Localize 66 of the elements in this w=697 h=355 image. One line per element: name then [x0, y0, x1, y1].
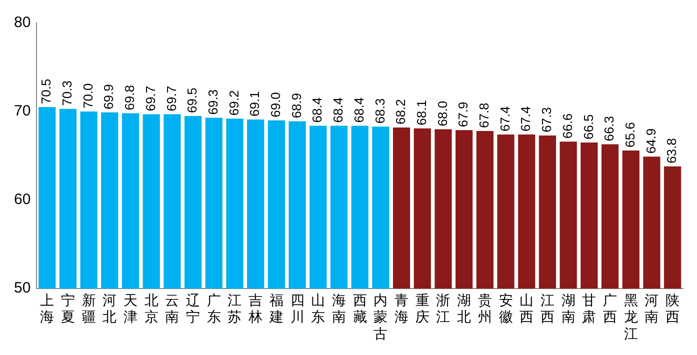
- x-tick-label: 河北: [102, 292, 117, 325]
- x-tick-label: 四川: [290, 292, 304, 325]
- data-label: 67.8: [476, 102, 492, 128]
- x-tick-label: 江西: [540, 292, 554, 325]
- data-label: 65.6: [622, 122, 638, 148]
- data-label: 69.7: [142, 86, 158, 112]
- data-label: 67.4: [518, 106, 534, 132]
- data-label: 63.8: [664, 138, 680, 164]
- y-tick-label: 60: [14, 191, 31, 208]
- data-label: 67.4: [497, 106, 512, 132]
- x-tick-label: 内蒙古: [374, 292, 388, 342]
- x-tick-label: 广东: [206, 292, 221, 325]
- x-tick-label: 青海: [394, 292, 409, 325]
- data-label: 70.3: [60, 80, 75, 106]
- data-label: 68.3: [372, 98, 388, 124]
- x-tick-label: 山东: [311, 292, 326, 325]
- y-tick-label: 70: [14, 102, 31, 120]
- x-tick-label: 浙江: [436, 292, 450, 325]
- x-tick-label: 西藏: [352, 292, 367, 325]
- data-label: 70.5: [38, 78, 54, 104]
- x-tick-label: 云南: [165, 292, 180, 325]
- data-label: 67.3: [539, 107, 554, 132]
- x-tick-label: 广西: [603, 292, 618, 325]
- data-label: 66.3: [602, 116, 617, 142]
- data-label: 70.0: [80, 83, 96, 109]
- x-tick-label: 江苏: [228, 292, 242, 325]
- x-tick-label: 宁夏: [60, 292, 75, 325]
- x-tick-label: 黑龙江: [624, 292, 638, 342]
- data-label: 64.9: [643, 128, 658, 154]
- data-label: 66.6: [560, 113, 575, 139]
- x-tick-label: 贵州: [478, 292, 492, 325]
- x-tick-label: 北京: [144, 292, 158, 325]
- x-tick-label: 湖北: [457, 292, 472, 325]
- x-tick-label: 吉林: [248, 292, 263, 325]
- x-tick-label: 辽宁: [186, 292, 200, 325]
- x-tick-label: 海南: [332, 292, 346, 325]
- data-label: 69.1: [247, 91, 262, 116]
- x-tick-label: 福建: [268, 292, 284, 325]
- data-label: 69.7: [164, 86, 179, 112]
- data-label: 68.9: [288, 92, 304, 118]
- x-tick-label: 山西: [520, 292, 534, 325]
- data-label: 68.4: [351, 97, 366, 123]
- x-tick-label: 甘肃: [582, 292, 596, 325]
- data-label: 69.9: [101, 84, 116, 110]
- x-tick-label: 安徽: [498, 292, 513, 325]
- x-tick-label: 河南: [644, 292, 659, 325]
- data-label: 69.3: [205, 89, 220, 115]
- data-label: 68.4: [330, 97, 346, 123]
- data-label: 68.0: [434, 100, 450, 126]
- data-label: 69.8: [122, 84, 138, 110]
- data-label: 68.1: [414, 100, 429, 126]
- y-tick-label: 50: [14, 280, 31, 297]
- x-tick-label: 上海: [40, 292, 54, 325]
- data-label: 69.5: [184, 88, 200, 113]
- data-label: 69.0: [268, 92, 284, 118]
- x-tick-label: 新疆: [82, 292, 96, 325]
- data-label: 66.5: [580, 114, 596, 140]
- data-label: 69.2: [226, 90, 242, 116]
- data-label: 68.4: [310, 97, 325, 123]
- x-tick-label: 陕西: [666, 292, 680, 325]
- data-label: 67.9: [456, 102, 471, 128]
- data-label: 68.2: [393, 99, 408, 124]
- x-tick-label: 天津: [124, 292, 138, 325]
- y-tick-label: 80: [14, 14, 31, 32]
- x-tick-label: 湖南: [561, 292, 576, 325]
- x-tick-label: 重庆: [415, 292, 430, 325]
